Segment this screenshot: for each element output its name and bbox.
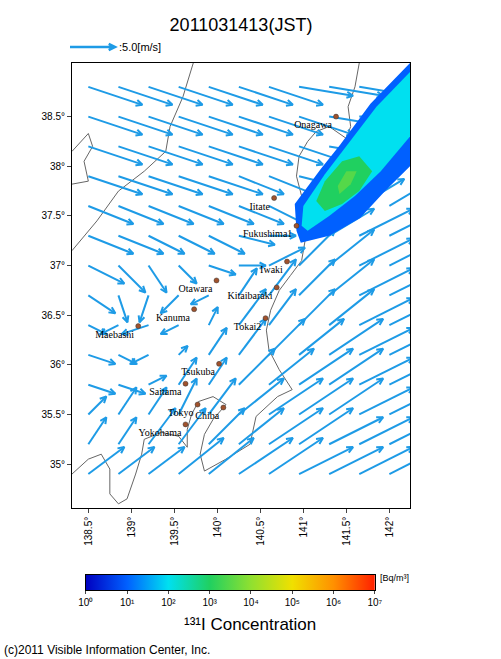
svg-text:Iitate: Iitate [249, 201, 270, 212]
svg-text:139.5°: 139.5° [169, 517, 180, 546]
svg-text:139°: 139° [126, 517, 137, 538]
svg-text:138.5°: 138.5° [83, 517, 94, 546]
svg-text:Maebashi: Maebashi [95, 329, 134, 340]
svg-text:Chiba: Chiba [195, 410, 219, 421]
svg-text:Saitama: Saitama [149, 386, 182, 397]
svg-text:Yokohama: Yokohama [139, 427, 182, 438]
svg-text:Kitaibaraki: Kitaibaraki [228, 290, 273, 301]
svg-text:38°: 38° [50, 161, 65, 172]
svg-text:¹³¹I Concentration: ¹³¹I Concentration [184, 615, 316, 634]
svg-text:Iwaki: Iwaki [260, 264, 283, 275]
svg-text:[Bq/m³]: [Bq/m³] [380, 573, 409, 583]
svg-text:Tokyo: Tokyo [168, 407, 193, 418]
svg-text:36°: 36° [50, 359, 65, 370]
svg-text:36.5°: 36.5° [42, 310, 65, 321]
svg-text:10³: 10³ [202, 597, 217, 608]
svg-text:10⁶: 10⁶ [326, 597, 341, 608]
svg-text:2011031413(JST): 2011031413(JST) [170, 15, 313, 35]
svg-text:10⁵: 10⁵ [285, 597, 300, 608]
svg-text:35°: 35° [50, 459, 65, 470]
svg-text:10¹: 10¹ [120, 597, 135, 608]
svg-text:10⁰: 10⁰ [78, 597, 93, 608]
svg-text:(c)2011 Visible Information Ce: (c)2011 Visible Information Center, Inc. [4, 643, 210, 657]
svg-text:35.5°: 35.5° [42, 409, 65, 420]
svg-text:142°: 142° [384, 517, 395, 538]
svg-text:Onagawa: Onagawa [294, 119, 332, 130]
svg-text:140°: 140° [212, 517, 223, 538]
svg-text:37.5°: 37.5° [42, 210, 65, 221]
svg-text:141°: 141° [298, 517, 309, 538]
svg-text:Fukushima1: Fukushima1 [243, 228, 292, 239]
svg-text:38.5°: 38.5° [42, 111, 65, 122]
svg-text:Tsukuba: Tsukuba [181, 366, 215, 377]
svg-text::5.0[m/s]: :5.0[m/s] [119, 41, 161, 53]
svg-text:Otawara: Otawara [178, 283, 212, 294]
svg-text:37°: 37° [50, 260, 65, 271]
svg-text:10²: 10² [161, 597, 176, 608]
svg-text:Tokai2: Tokai2 [234, 321, 262, 332]
svg-text:140.5°: 140.5° [255, 517, 266, 546]
svg-text:10⁴: 10⁴ [243, 597, 258, 608]
svg-text:Kanuma: Kanuma [156, 312, 190, 323]
svg-text:141.5°: 141.5° [341, 517, 352, 546]
svg-text:10⁷: 10⁷ [367, 597, 382, 608]
